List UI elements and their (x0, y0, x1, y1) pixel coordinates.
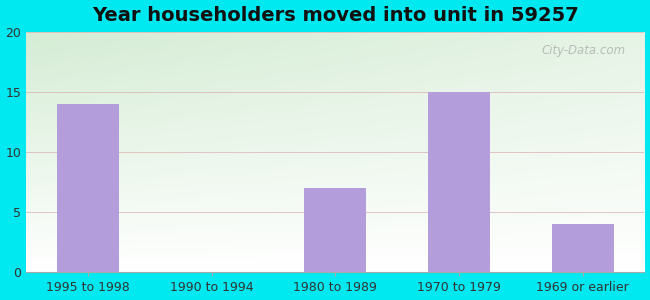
Bar (552, 224, 614, 272)
Bar (428, 92, 490, 272)
Title: Year householders moved into unit in 59257: Year householders moved into unit in 592… (92, 6, 578, 25)
Bar (57, 104, 119, 272)
Bar (304, 188, 367, 272)
Text: City-Data.com: City-Data.com (541, 44, 626, 57)
